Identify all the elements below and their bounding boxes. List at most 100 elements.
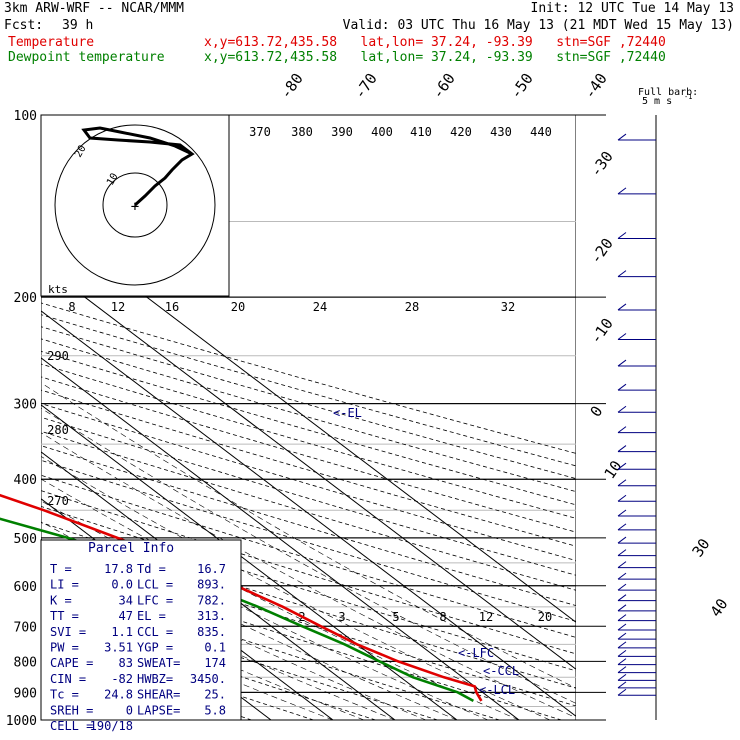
hodograph-ring-label: 20: [73, 144, 89, 160]
dewpoint-line: [0, 517, 475, 703]
temperature-location: x,y=613.72,435.58 lat,lon= 37.24, -93.39…: [204, 35, 666, 50]
dry-adiabat: [41, 590, 438, 720]
wind-barb-flag: [617, 303, 627, 311]
lfc-annotation: <-LFC: [458, 646, 494, 660]
isotherm-line: [41, 451, 396, 720]
forecast-hour: 39 h: [62, 18, 94, 33]
wind-barb-flag: [617, 614, 627, 621]
mixing-ratio-low-label: 12: [479, 610, 493, 624]
wind-barb-flag: [617, 133, 627, 141]
parcel-value: 5.8: [204, 703, 226, 717]
wind-barb-flag: [617, 561, 627, 569]
wind-barb-flag: [617, 688, 627, 696]
parcel-value: 0: [126, 703, 133, 717]
temperature-tick-label: -10: [587, 315, 617, 348]
barb-legend-line2: 5 m s: [642, 96, 672, 107]
parcel-label: CELL =: [50, 719, 93, 733]
parcel-box: [40, 539, 242, 721]
wind-barb-flag: [617, 270, 627, 278]
wind-barbs: Full barb:5 m s -1: [617, 87, 698, 720]
mixing-ratio-low-label: 8: [439, 610, 446, 624]
mixing-ratio-low-label: 3: [338, 610, 345, 624]
parcel-value: 1.1: [111, 625, 133, 639]
parcel-value: 835.: [197, 625, 226, 639]
isobar-label: 300: [14, 398, 37, 413]
level-annotations: <-EL <-LFC <-CCL <-LCL: [333, 406, 519, 697]
wind-barb-flag: [617, 187, 627, 195]
parcel-value: 0.1: [204, 641, 226, 655]
parcel-value: 3.51: [104, 641, 133, 655]
theta-label: 400: [371, 125, 393, 139]
parcel-value: 190/18: [90, 719, 133, 733]
hodograph-frame: [40, 114, 230, 297]
temperature-tick-label: 0: [587, 403, 607, 421]
isotherm-line: [41, 404, 458, 720]
moist-adiabat: [41, 382, 576, 689]
model-name: 3km ARW-WRF -- NCAR/MMM: [4, 1, 185, 16]
hodograph: +10 20 kts: [40, 114, 230, 297]
parcel-value: 24.8: [104, 688, 133, 702]
parcel-value: 174: [204, 656, 226, 670]
parcel-value: 16.7: [197, 562, 226, 576]
hodograph-ring-inner: [102, 172, 168, 238]
wind-barb-flag: [617, 658, 627, 666]
wind-barb-flag: [617, 673, 627, 681]
theta-label: 410: [410, 125, 432, 139]
mixing-ratio-label: 24: [313, 300, 327, 314]
temperature-tick-label: -40: [581, 70, 611, 103]
hodograph-trace: [81, 126, 195, 207]
dry-adiabat: [41, 555, 562, 720]
isotherm-line: [41, 216, 576, 623]
parcel-label: SHEAR=: [137, 688, 180, 702]
parcel-label: SWEAT=: [137, 656, 180, 670]
parcel-label: YGP =: [137, 641, 173, 655]
parcel-label: Td =: [137, 562, 166, 576]
parcel-label: CCL =: [137, 625, 173, 639]
isobar-label: 700: [14, 620, 37, 635]
dry-adiabat: [41, 430, 576, 591]
lcl-annotation: <-LCL: [479, 683, 515, 697]
barb-legend-unit: -1: [684, 93, 692, 101]
parcel-value: 25.: [204, 688, 226, 702]
parcel-label: K =: [50, 593, 72, 607]
wind-barb-flag: [617, 523, 627, 531]
wind-barb-flag: [617, 583, 627, 591]
mixing-ratio-low-label: 20: [538, 610, 552, 624]
dewpoint-location: x,y=613.72,435.58 lat,lon= 37.24, -93.39…: [204, 50, 666, 65]
wind-barb-flag: [617, 666, 627, 674]
hodograph-ring-label: 10: [105, 172, 121, 188]
el-annotation: <-EL: [333, 406, 362, 420]
temperature-tick-label: 30: [689, 535, 714, 560]
wind-barb-flag: [617, 641, 627, 649]
wind-barb-flag: [617, 462, 627, 470]
parcel-value: 3450.: [190, 672, 226, 686]
parcel-label: EL =: [137, 609, 166, 623]
wind-barb-flag: [617, 536, 627, 544]
temperature-tick-label: -60: [429, 70, 459, 103]
forecast-label: Fcst:: [4, 18, 44, 33]
wind-barb-flag: [617, 359, 627, 367]
parcel-label: LAPSE=: [137, 703, 180, 717]
parcel-label: LCL =: [137, 578, 173, 592]
wind-barb-flag: [617, 681, 627, 689]
parcel-value: -82: [111, 672, 133, 686]
parcel-label: T =: [50, 562, 72, 576]
wind-barb-flag: [617, 594, 627, 602]
parcel-value: 17.8: [104, 562, 133, 576]
wind-barb-flag: [617, 232, 627, 239]
wind-barb-flag: [617, 549, 627, 557]
parcel-value: 313.: [197, 609, 226, 623]
parcel-label: CAPE =: [50, 656, 93, 670]
isotherm-line: [41, 310, 576, 717]
temperature-tick-label: -50: [507, 70, 537, 103]
dry-adiabat: [41, 474, 576, 638]
parcel-label: Tc =: [50, 688, 79, 702]
theta-label-lower: 290: [47, 349, 69, 363]
wind-barb-flag: [617, 426, 627, 434]
isobar-label: 600: [14, 580, 37, 595]
parcel-value: 83: [119, 656, 133, 670]
mixing-ratio-label: 12: [111, 300, 125, 314]
temperature-tick-label: -30: [587, 148, 617, 181]
wind-barb-flag: [617, 405, 627, 413]
